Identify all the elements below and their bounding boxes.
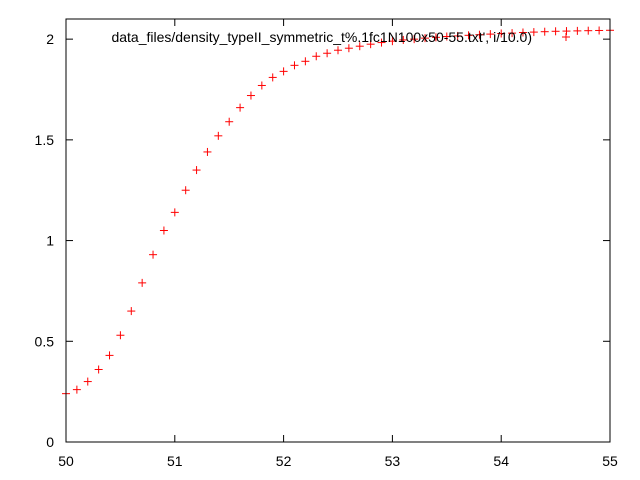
data-point	[105, 351, 114, 360]
x-tick-label: 55	[602, 453, 618, 469]
y-tick-label: 0.5	[35, 333, 55, 349]
data-point	[159, 226, 168, 235]
data-point	[442, 32, 451, 41]
data-point	[518, 28, 527, 37]
legend-marker	[562, 33, 570, 41]
data-point	[508, 29, 517, 38]
data-point	[138, 278, 147, 287]
data-point	[410, 35, 419, 44]
data-point	[149, 250, 158, 259]
y-tick-label: 0	[46, 434, 54, 450]
data-point	[268, 73, 277, 82]
data-point	[421, 34, 430, 43]
data-point	[323, 49, 332, 58]
x-tick-label: 50	[58, 453, 74, 469]
data-point	[529, 28, 538, 37]
data-point	[257, 81, 266, 90]
data-point	[334, 46, 342, 55]
data-point	[279, 67, 288, 76]
data-point	[475, 30, 484, 39]
y-tick-label: 1	[46, 233, 54, 249]
data-point	[431, 33, 440, 42]
legend-marker-plus	[562, 33, 570, 41]
legend-label: data_files/density_typeII_symmetric_t%.1…	[111, 29, 532, 45]
axis-ticks: 50 51 52 53 54 55 0 0.5 1 1.5 2	[35, 19, 618, 469]
data-point	[181, 186, 190, 195]
data-point	[595, 26, 604, 35]
data-point	[116, 331, 125, 340]
data-point	[236, 103, 245, 112]
data-point	[366, 40, 375, 49]
data-point	[344, 44, 353, 53]
plot-frame	[65, 18, 611, 443]
data-point	[290, 61, 299, 70]
data-point	[355, 42, 364, 51]
data-points	[62, 26, 614, 398]
data-point	[497, 29, 506, 38]
data-point	[72, 385, 81, 394]
data-point	[486, 30, 495, 39]
data-point	[203, 147, 212, 156]
data-point	[214, 131, 223, 140]
data-point	[551, 27, 560, 36]
data-point	[192, 166, 201, 175]
data-point	[312, 52, 321, 61]
data-point	[453, 31, 462, 40]
data-point	[540, 27, 549, 36]
legend: data_files/density_typeII_symmetric_t%.1…	[111, 29, 570, 45]
y-tick-label: 2	[46, 31, 54, 47]
data-point	[464, 31, 473, 40]
data-point	[170, 208, 179, 217]
data-point	[377, 38, 386, 47]
data-point	[388, 37, 397, 46]
data-point	[573, 26, 582, 35]
data-point	[127, 307, 136, 316]
data-point	[301, 57, 310, 66]
data-point	[399, 35, 408, 44]
x-tick-label: 54	[493, 453, 509, 469]
data-point	[225, 117, 234, 126]
x-tick-label: 51	[167, 453, 183, 469]
data-point	[246, 91, 255, 100]
y-tick-label: 1.5	[35, 132, 55, 148]
data-point	[584, 26, 593, 35]
data-point	[83, 377, 92, 386]
x-tick-label: 52	[276, 453, 292, 469]
data-point	[94, 365, 103, 374]
x-tick-label: 53	[385, 453, 401, 469]
